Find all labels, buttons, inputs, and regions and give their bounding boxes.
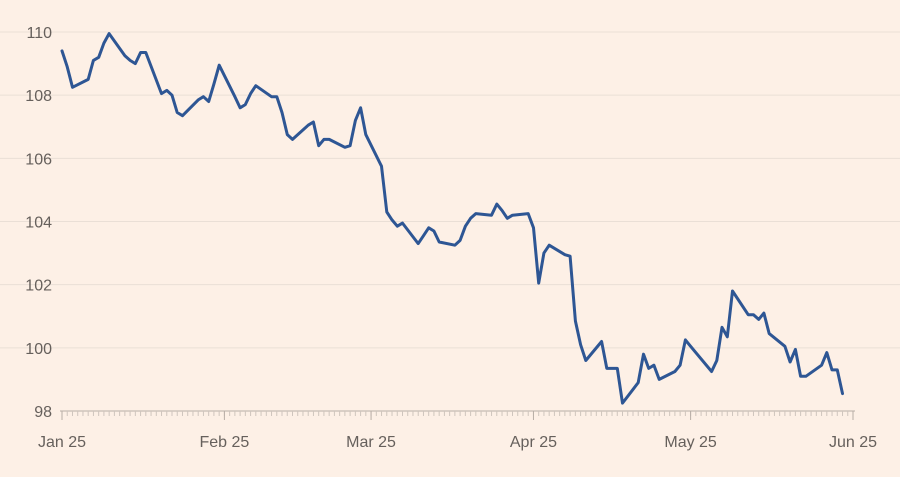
x-tick-label-5: Jun 25 [829,434,877,451]
x-tick-label-2: Mar 25 [346,434,396,451]
y-tick-label-106: 106 [25,151,52,168]
series-line-0 [60,32,844,405]
x-axis-tick-labels: Jan 25 Feb 25 Mar 25 Apr 25 May 25 Jun 25 [38,434,877,451]
y-tick-label-98: 98 [34,404,52,421]
x-axis [60,410,855,420]
y-tick-label-110: 110 [26,25,52,42]
x-tick-label-4: May 25 [664,434,717,451]
y-tick-label-102: 102 [25,278,52,295]
y-tick-label-104: 104 [25,215,52,232]
y-tick-label-108: 108 [25,88,52,105]
y-tick-label-100: 100 [25,341,52,358]
x-tick-label-3: Apr 25 [510,434,557,451]
x-tick-label-0: Jan 25 [38,434,86,451]
gridlines [0,31,900,349]
series-group [60,32,844,405]
y-axis-tick-labels: 98 100 102 104 106 108 110 [25,25,52,421]
x-tick-label-1: Feb 25 [199,434,249,451]
